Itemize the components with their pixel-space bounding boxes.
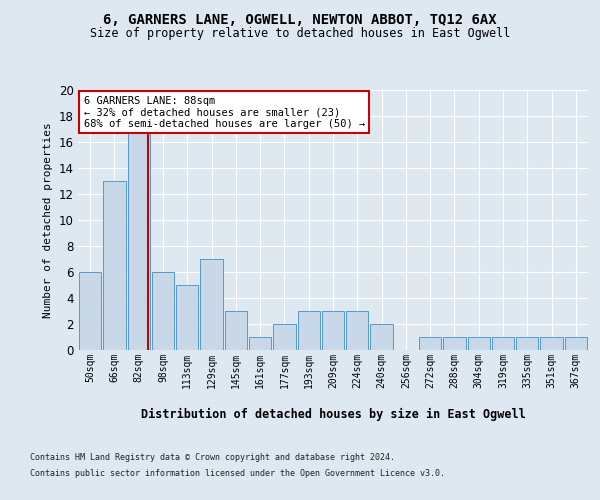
Bar [541,337,563,350]
Bar [128,116,150,350]
Bar [249,337,271,350]
Bar [443,337,466,350]
Bar [103,181,125,350]
Bar [419,337,442,350]
Bar [298,311,320,350]
Bar [370,324,393,350]
Text: Distribution of detached houses by size in East Ogwell: Distribution of detached houses by size … [140,408,526,420]
Text: 6, GARNERS LANE, OGWELL, NEWTON ABBOT, TQ12 6AX: 6, GARNERS LANE, OGWELL, NEWTON ABBOT, T… [103,12,497,26]
Bar [322,311,344,350]
Bar [79,272,101,350]
Bar [516,337,538,350]
Bar [467,337,490,350]
Text: Contains public sector information licensed under the Open Government Licence v3: Contains public sector information licen… [30,468,445,477]
Text: 6 GARNERS LANE: 88sqm
← 32% of detached houses are smaller (23)
68% of semi-deta: 6 GARNERS LANE: 88sqm ← 32% of detached … [83,96,365,129]
Bar [346,311,368,350]
Bar [224,311,247,350]
Y-axis label: Number of detached properties: Number of detached properties [43,122,53,318]
Text: Contains HM Land Registry data © Crown copyright and database right 2024.: Contains HM Land Registry data © Crown c… [30,452,395,462]
Bar [273,324,296,350]
Bar [492,337,514,350]
Text: Size of property relative to detached houses in East Ogwell: Size of property relative to detached ho… [90,28,510,40]
Bar [152,272,174,350]
Bar [565,337,587,350]
Bar [200,259,223,350]
Bar [176,285,199,350]
